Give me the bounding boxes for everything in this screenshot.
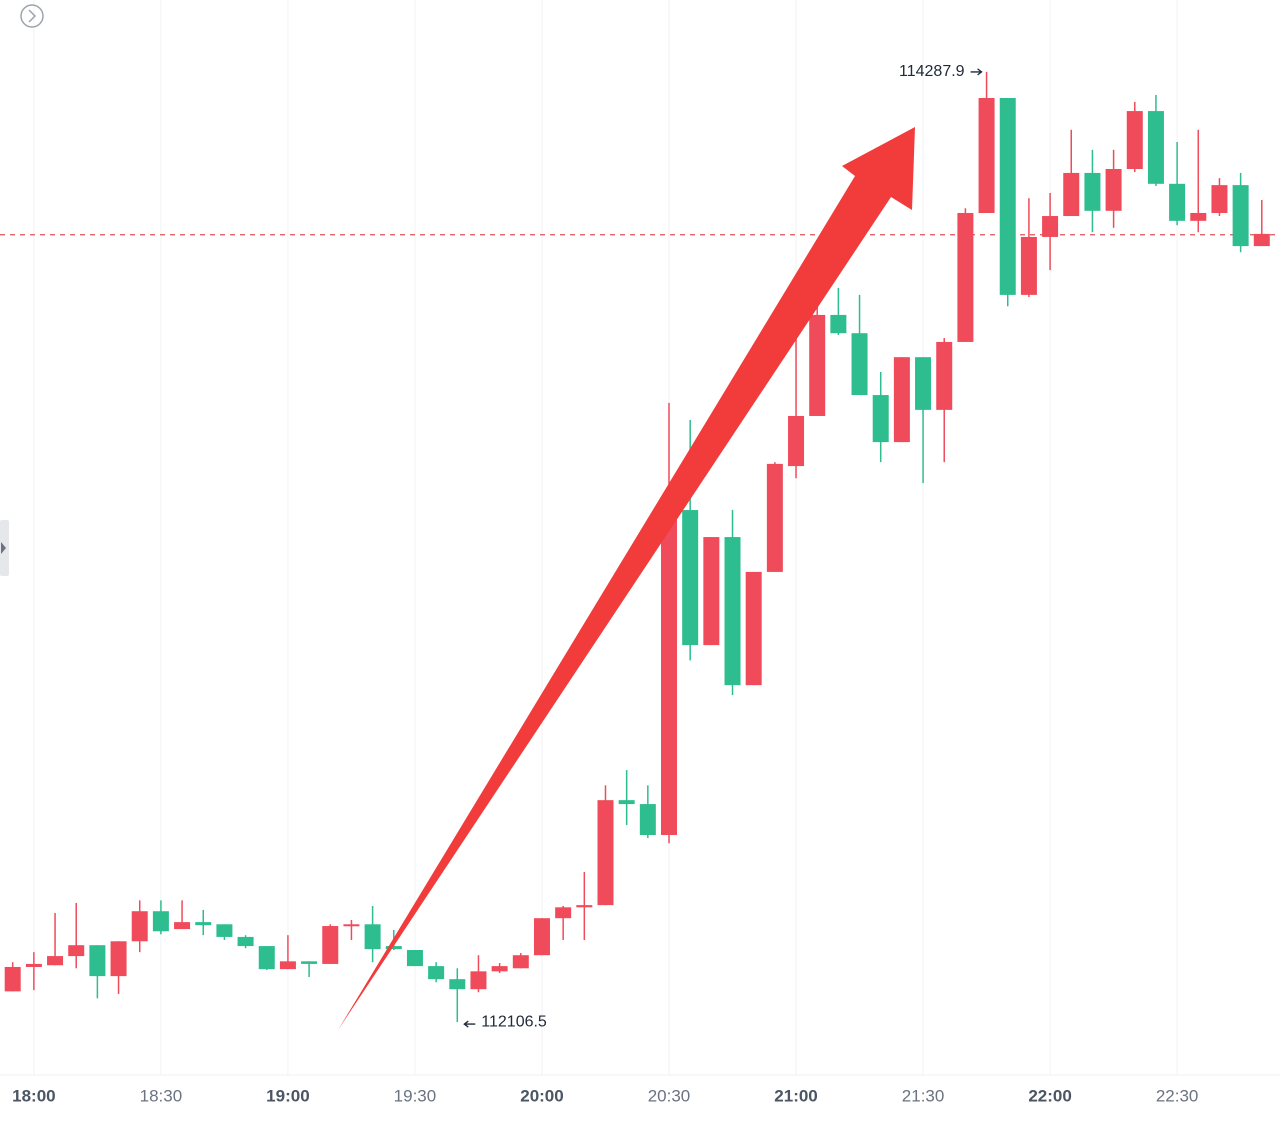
- nav-icon-chevron: [28, 9, 37, 23]
- candle-body: [682, 510, 699, 646]
- low-label: 112106.5: [481, 1013, 547, 1030]
- candle-body: [322, 926, 339, 964]
- candle-body: [703, 537, 720, 646]
- high-pointer: [970, 68, 983, 76]
- candle-body: [639, 804, 656, 835]
- candle-body: [936, 341, 953, 410]
- candle-body: [25, 963, 42, 967]
- candle-body: [279, 961, 296, 970]
- x-tick-label: 21:00: [774, 1086, 817, 1105]
- candles: [4, 71, 1270, 1023]
- candle-body: [385, 946, 402, 950]
- candle-body: [957, 212, 974, 342]
- candle-body: [661, 510, 678, 835]
- x-tick-label: 22:00: [1028, 1086, 1071, 1105]
- candle-body: [830, 314, 847, 334]
- grid: [0, 0, 1280, 1075]
- nav-icon[interactable]: [20, 4, 44, 28]
- x-tick-label: 18:00: [12, 1086, 55, 1105]
- x-tick-label: 20:30: [648, 1086, 691, 1105]
- x-tick-label: 21:30: [902, 1086, 945, 1105]
- candle-body: [195, 922, 212, 926]
- candle-body: [618, 800, 635, 805]
- candle-body: [237, 936, 254, 947]
- x-tick-label: 19:30: [394, 1086, 437, 1105]
- candle-body: [893, 357, 910, 443]
- high-label: 114287.9: [899, 63, 965, 80]
- candle-body: [576, 905, 593, 908]
- candle-body: [343, 924, 360, 927]
- candle-body: [872, 395, 889, 443]
- x-tick-label: 19:00: [266, 1086, 309, 1105]
- candle-body: [766, 463, 783, 572]
- candle-body: [216, 924, 233, 937]
- candle-body: [89, 945, 106, 977]
- candle-body: [1147, 111, 1164, 184]
- candle-body: [555, 907, 572, 919]
- candle-body: [851, 333, 868, 396]
- candle-body: [428, 966, 445, 980]
- candle-body: [1105, 169, 1122, 211]
- x-tick-label: 18:30: [140, 1086, 183, 1105]
- candle-body: [1253, 233, 1270, 247]
- candle-body: [1020, 236, 1037, 295]
- candle-body: [152, 911, 169, 932]
- candle-body: [999, 98, 1016, 295]
- candle-body: [533, 918, 550, 956]
- trend-arrow: [338, 127, 915, 1030]
- candle-body: [1190, 212, 1207, 221]
- candle-body: [512, 955, 529, 969]
- candle-body: [4, 966, 21, 992]
- candle-body: [449, 979, 466, 990]
- candle-body: [1042, 216, 1059, 237]
- candle-body: [174, 922, 191, 930]
- candle-body: [491, 966, 508, 972]
- candle-body: [724, 537, 741, 686]
- candle-body: [1169, 183, 1186, 221]
- candle-body: [364, 924, 381, 950]
- low-pointer: [463, 1020, 476, 1028]
- candle-body: [301, 961, 318, 964]
- candle-body: [788, 415, 805, 467]
- candle-body: [915, 357, 932, 410]
- candle-body: [597, 800, 614, 906]
- candle-body: [258, 946, 275, 970]
- candle-body: [1232, 185, 1249, 247]
- x-tick-label: 22:30: [1156, 1086, 1199, 1105]
- candle-body: [47, 956, 64, 966]
- candle-body: [131, 911, 148, 942]
- x-tick-label: 20:00: [520, 1086, 563, 1105]
- candle-body: [68, 945, 85, 957]
- candle-body: [1084, 172, 1101, 211]
- candle-body: [1211, 185, 1228, 213]
- candle-body: [470, 971, 487, 990]
- candle-body: [1126, 111, 1143, 170]
- candle-body: [745, 571, 762, 686]
- candle-body: [978, 98, 995, 213]
- candle-body: [110, 941, 127, 977]
- side-tab-arrow: [1, 542, 6, 554]
- candle-body: [1063, 172, 1080, 217]
- candle-body: [809, 314, 826, 416]
- candle-body: [406, 949, 423, 967]
